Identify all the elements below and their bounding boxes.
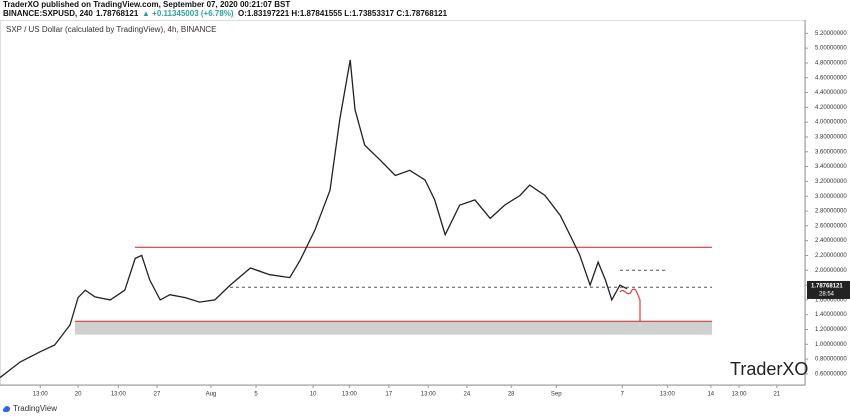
- y-tick-label: 3.00000000: [815, 194, 847, 200]
- x-tick-label: 14: [707, 392, 714, 398]
- publisher: TraderXO published on TradingView.com, S…: [3, 0, 290, 9]
- chart-title: SXP / US Dollar (calculated by TradingVi…: [6, 25, 216, 34]
- y-tick-label: 2.60000000: [815, 223, 847, 229]
- y-tick-label: 3.20000000: [815, 179, 847, 185]
- last-price-label: 1.78768121: [811, 284, 843, 290]
- x-tick-label: Aug: [206, 392, 217, 398]
- y-tick-label: 4.00000000: [815, 120, 847, 126]
- y-tick-label: 3.60000000: [815, 149, 847, 155]
- x-tick-label: 13:00: [660, 392, 676, 398]
- watermark: TraderXO: [730, 359, 808, 379]
- y-tick-label: 1.20000000: [815, 327, 847, 333]
- x-tick-label: Sep: [551, 392, 562, 398]
- y-tick-label: 4.60000000: [815, 75, 847, 81]
- y-tick-label: 0.60000000: [815, 371, 847, 377]
- x-tick-label: 13:00: [342, 392, 358, 398]
- change: ▲ +0.11345003 (+6.78%): [142, 9, 234, 18]
- x-tick-label: 13:00: [731, 392, 747, 398]
- y-tick-label: 3.40000000: [815, 164, 847, 170]
- y-tick-label: 5.20000000: [815, 31, 847, 37]
- y-tick-label: 4.40000000: [815, 90, 847, 96]
- support-zone: [75, 321, 712, 335]
- y-tick-label: 5.00000000: [815, 46, 847, 52]
- y-tick-label: 1.60000000: [815, 297, 847, 303]
- last: 1.78768121: [96, 9, 139, 18]
- ohlc: O:1.83197221 H:1.87841555 L:1.73853317 C…: [238, 9, 448, 18]
- x-tick-label: 27: [154, 392, 161, 398]
- y-tick-label: 4.20000000: [815, 105, 847, 111]
- symbol: BINANCE:SXPUSD, 240: [3, 9, 93, 18]
- y-tick-label: 1.00000000: [815, 342, 847, 348]
- x-tick-label: 24: [464, 392, 471, 398]
- y-tick-label: 1.40000000: [815, 312, 847, 318]
- x-tick-label: 17: [385, 392, 392, 398]
- y-tick-label: 0.80000000: [815, 357, 847, 363]
- y-tick-label: 2.80000000: [815, 209, 847, 215]
- last-price-box: [807, 280, 850, 299]
- y-tick-label: 2.40000000: [815, 238, 847, 244]
- y-tick-label: 2.00000000: [815, 268, 847, 274]
- projection: [619, 288, 641, 322]
- x-tick-label: 5: [254, 392, 258, 398]
- brand: TradingView: [13, 404, 57, 413]
- x-tick-label: 7: [621, 392, 625, 398]
- y-tick-label: 3.80000000: [815, 135, 847, 141]
- x-tick-label: 21: [773, 392, 780, 398]
- brand-logo: [3, 406, 10, 412]
- x-tick-label: 10: [310, 392, 317, 398]
- y-tick-label: 4.80000000: [815, 61, 847, 67]
- x-tick-label: 20: [75, 392, 82, 398]
- x-tick-label: 28: [508, 392, 515, 398]
- x-tick-label: 13:00: [111, 392, 127, 398]
- y-tick-label: 2.20000000: [815, 253, 847, 259]
- x-tick-label: 13:00: [33, 392, 49, 398]
- x-tick-label: 13:00: [421, 392, 437, 398]
- price-line: [0, 59, 628, 379]
- countdown: 28:54: [819, 292, 835, 298]
